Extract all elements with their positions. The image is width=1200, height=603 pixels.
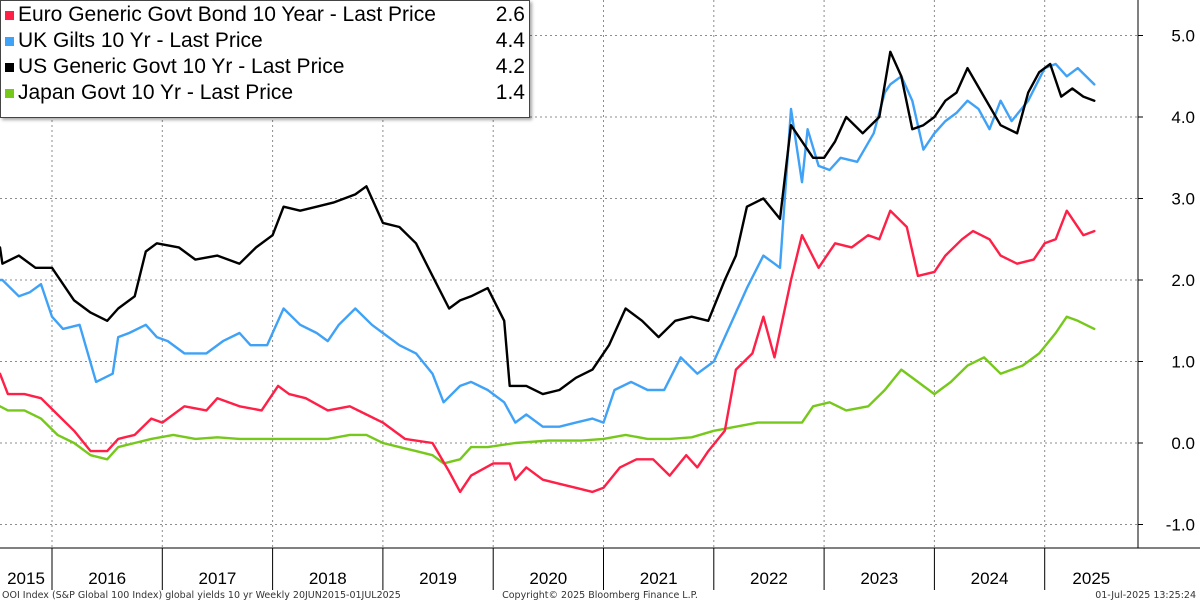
legend-value: 4.2 xyxy=(495,55,525,78)
x-tick-label: 2016 xyxy=(88,569,126,588)
x-tick-label: 2015 xyxy=(7,569,45,588)
legend-swatch-euro xyxy=(5,10,14,20)
y-tick-label: 3.0 xyxy=(1171,190,1195,209)
legend-swatch-us xyxy=(5,62,14,72)
footer-timestamp: 01-Jul-2025 13:25:24 xyxy=(1095,590,1196,601)
x-tick-label: 2017 xyxy=(199,569,237,588)
y-tick-label: 1.0 xyxy=(1171,353,1195,372)
y-tick-label: 4.0 xyxy=(1171,108,1195,127)
y-tick-label: -1.0 xyxy=(1166,516,1195,535)
footer-source: OOI Index (S&P Global 100 Index) global … xyxy=(2,590,401,601)
y-tick-label: 2.0 xyxy=(1171,271,1195,290)
x-axis: 2015 2016 2017 2018 2019 2020 2021 2022 2023 2024… xyxy=(7,548,1110,590)
legend-swatch-japan xyxy=(5,88,14,98)
legend-value: 1.4 xyxy=(495,81,525,104)
legend-item-japan: Japan Govt 10 Yr - Last Price 1.4 xyxy=(5,80,525,106)
x-tick-label: 2023 xyxy=(860,569,898,588)
legend-label: Japan Govt 10 Yr - Last Price xyxy=(18,81,294,104)
chart-legend: Euro Generic Govt Bond 10 Year - Last Pr… xyxy=(0,0,530,118)
series-line-3 xyxy=(0,315,1096,465)
legend-value: 2.6 xyxy=(495,3,525,26)
y-tick-label: 0.0 xyxy=(1171,434,1195,453)
footer-copyright: Copyright© 2025 Bloomberg Finance L.P. xyxy=(502,590,698,601)
y-axis: -1.0 0.0 1.0 2.0 3.0 4.0 5.0 xyxy=(1138,27,1195,535)
series-line-2 xyxy=(0,50,1096,396)
x-tick-label: 2020 xyxy=(529,569,567,588)
x-tick-label: 2021 xyxy=(640,569,678,588)
legend-item-uk: UK Gilts 10 Yr - Last Price 4.4 xyxy=(5,28,525,54)
x-tick-label: 2025 xyxy=(1072,569,1110,588)
x-tick-label: 2019 xyxy=(419,569,457,588)
legend-label: US Generic Govt 10 Yr - Last Price xyxy=(18,55,345,78)
legend-item-euro: Euro Generic Govt Bond 10 Year - Last Pr… xyxy=(5,2,525,28)
legend-item-us: US Generic Govt 10 Yr - Last Price 4.2 xyxy=(5,54,525,80)
x-tick-label: 2024 xyxy=(971,569,1009,588)
series-line-1 xyxy=(0,62,1096,428)
y-tick-label: 5.0 xyxy=(1171,27,1195,46)
x-tick-label: 2022 xyxy=(750,569,788,588)
chart-series xyxy=(0,50,1096,494)
legend-label: Euro Generic Govt Bond 10 Year - Last Pr… xyxy=(18,3,436,26)
legend-label: UK Gilts 10 Yr - Last Price xyxy=(18,29,263,52)
legend-swatch-uk xyxy=(5,36,14,46)
legend-value: 4.4 xyxy=(495,29,525,52)
x-tick-label: 2018 xyxy=(309,569,347,588)
series-line-0 xyxy=(0,209,1096,494)
